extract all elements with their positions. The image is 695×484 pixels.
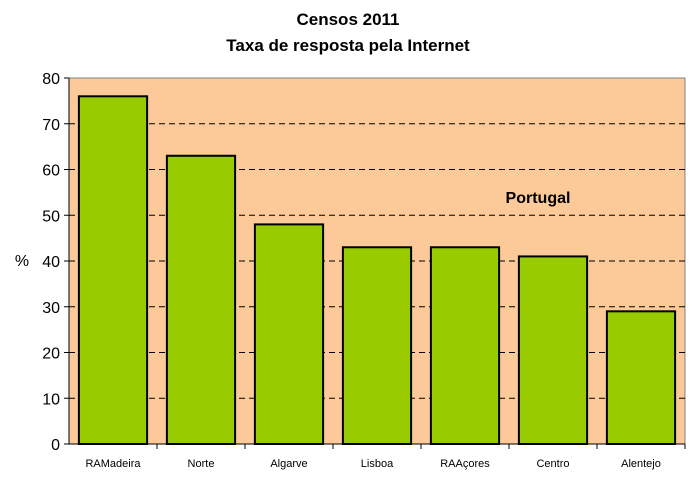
bar-lisboa (341, 246, 413, 445)
chart-subtitle: Taxa de resposta pela Internet (226, 36, 470, 55)
y-tick-label: 80 (42, 71, 60, 88)
x-tick-label: Centro (536, 458, 569, 470)
annotation-portugal: Portugal (506, 190, 571, 207)
x-tick-label: Alentejo (621, 458, 661, 470)
bar-centro (517, 255, 589, 445)
x-tick-label: Lisboa (361, 458, 394, 470)
y-tick-label: 20 (42, 346, 60, 363)
x-tick-label: Algarve (270, 458, 307, 470)
chart-title: Censos 2011 (296, 10, 399, 29)
bar-alentejo (605, 310, 677, 446)
x-tick-label: RAAçores (440, 458, 490, 470)
bar-ramadeira (77, 95, 149, 446)
bar-norte (165, 154, 237, 445)
y-tick-label: 50 (42, 208, 60, 225)
y-tick-label: 30 (42, 300, 60, 317)
y-tick-label: 40 (42, 254, 60, 271)
y-tick-label: 0 (51, 437, 60, 454)
y-tick-label: 70 (42, 117, 60, 134)
x-tick-label: RAMadeira (85, 458, 141, 470)
y-axis-label: % (15, 253, 29, 270)
bar-algarve (253, 223, 325, 445)
y-tick-label: 60 (42, 163, 60, 180)
x-tick-label: Norte (188, 458, 215, 470)
y-tick-label: 10 (42, 391, 60, 408)
bar-raaçores (429, 246, 501, 445)
